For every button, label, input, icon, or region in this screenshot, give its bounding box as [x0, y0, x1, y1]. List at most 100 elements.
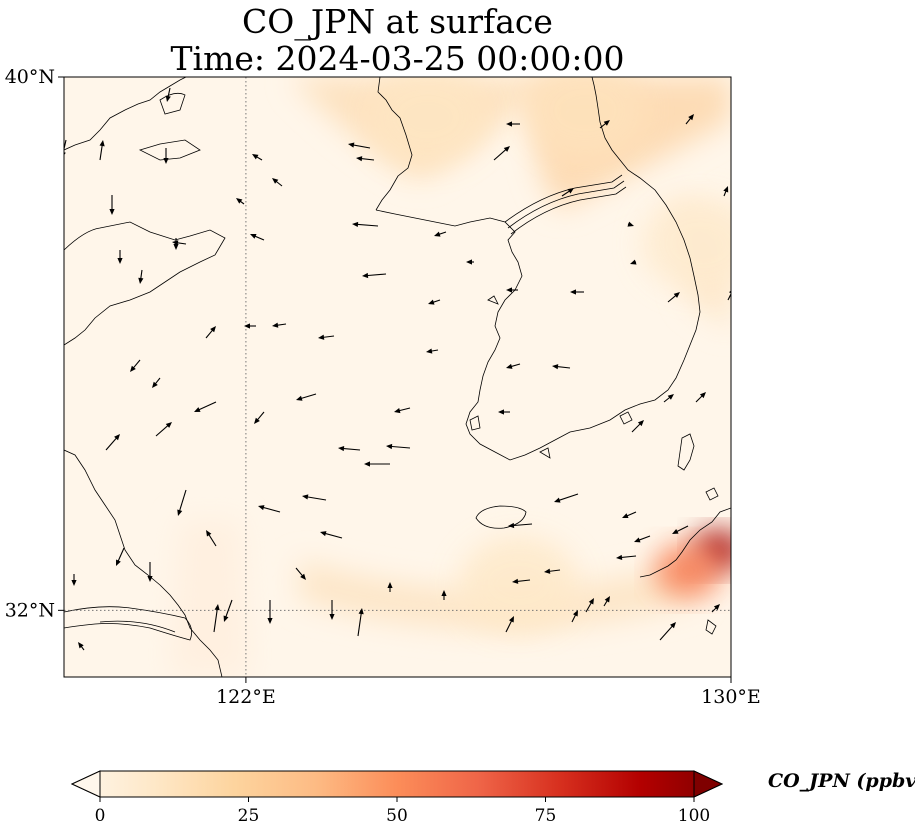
wind-arrow	[130, 359, 141, 372]
wind-arrow	[356, 156, 375, 162]
wind-arrow	[205, 326, 216, 339]
wind-arrow	[338, 445, 361, 452]
lon-tick-label: 130°E	[701, 686, 761, 708]
wind-arrow	[616, 554, 637, 560]
wind-arrow	[213, 604, 220, 633]
concentration-east-coast-band	[640, 195, 731, 292]
wind-arrow	[505, 616, 514, 633]
colorbar-title: CO_JPN (ppbv)	[768, 770, 915, 792]
wind-arrow	[250, 233, 265, 241]
wind-arrow	[302, 494, 327, 501]
wind-arrow	[552, 364, 571, 370]
wind-arrow	[659, 622, 676, 641]
map-frame	[63, 76, 732, 678]
wind-arrow	[236, 198, 245, 205]
wind-arrow	[394, 407, 411, 414]
wind-arrow	[267, 600, 273, 624]
colorbar-ticks: 0 25 50 75 100	[95, 797, 710, 826]
map-panel	[64, 77, 731, 677]
lon-tick-label: 122°E	[216, 686, 276, 708]
wind-arrow	[512, 578, 531, 584]
wind-arrow	[634, 535, 651, 543]
colorbar-tick-label: 75	[535, 806, 557, 826]
colorbar-tick-label: 100	[678, 806, 710, 826]
wind-arrow	[631, 420, 644, 433]
wind-arrow	[386, 443, 411, 450]
colorbar-max-extension	[693, 770, 724, 798]
wind-arrow	[352, 221, 379, 228]
co-hotspot-layer	[367, 77, 731, 632]
wind-arrow	[348, 142, 371, 149]
wind-arrow	[272, 322, 287, 328]
wind-arrow	[165, 87, 171, 102]
wind-arrow	[194, 401, 217, 412]
wind-arrow	[428, 299, 441, 305]
wind-arrow	[138, 269, 144, 284]
wind-arrow	[206, 530, 217, 547]
lat-tick-label: 32°N	[5, 599, 55, 621]
wind-arrow	[362, 272, 387, 279]
wind-arrow	[318, 334, 335, 340]
wind-arrow	[630, 259, 637, 265]
concentration-northeast-plume	[525, 77, 646, 159]
map-axis-ticks: 122°E 130°E 40°N 32°N	[5, 66, 761, 708]
wind-arrow	[506, 363, 521, 369]
wind-arrow	[152, 377, 161, 388]
concentration-southern-band	[458, 535, 579, 632]
colorbar-min-extension	[70, 770, 101, 798]
colorbar-tick-label: 0	[95, 806, 106, 826]
colorbar-bar	[70, 770, 724, 798]
wind-arrow	[223, 599, 233, 622]
concentration-northwest-plume	[367, 77, 488, 165]
wind-arrow	[364, 461, 390, 467]
coastlines	[64, 77, 731, 677]
wind-arrow	[506, 287, 518, 293]
wind-arrow	[571, 610, 578, 623]
colorbar: 0 25 50 75 100	[70, 770, 724, 826]
wind-arrow	[155, 422, 172, 437]
concentration-kyushu-edge	[654, 543, 723, 598]
wind-arrow	[685, 114, 694, 125]
wind-arrow	[244, 323, 256, 329]
wind-arrow	[357, 608, 364, 637]
wind-arrow	[320, 531, 343, 539]
colorbar-tick-label: 50	[386, 806, 408, 826]
map-subtitle-time: Time: 2024-03-25 00:00:00	[170, 39, 625, 78]
wind-arrow	[599, 120, 610, 129]
wind-arrow	[663, 394, 674, 403]
wind-arrow	[272, 178, 283, 187]
map-title: CO_JPN at surface	[242, 2, 553, 41]
wind-arrow	[252, 154, 263, 161]
wind-arrow	[71, 574, 77, 586]
wind-arrow	[603, 596, 610, 607]
wind-arrow	[585, 598, 594, 613]
wind-arrow	[172, 240, 187, 246]
wind-arrow	[727, 290, 731, 301]
lat-tick-label: 40°N	[5, 66, 55, 88]
wind-vectors	[64, 87, 731, 651]
wind-arrow	[554, 493, 579, 503]
wind-arrow	[329, 600, 335, 620]
wind-arrow	[627, 221, 634, 227]
wind-arrow	[506, 121, 520, 127]
wind-arrow	[711, 604, 720, 613]
wind-arrow	[695, 392, 706, 403]
wind-arrow	[254, 411, 265, 424]
wind-arrow	[116, 547, 125, 566]
wind-arrow	[667, 292, 680, 303]
gridlines	[64, 77, 731, 677]
wind-arrow	[493, 146, 510, 161]
wind-arrow	[672, 525, 689, 534]
wind-arrow	[508, 522, 533, 529]
wind-arrow	[622, 511, 637, 519]
wind-arrow	[723, 186, 729, 197]
wind-arrow	[441, 590, 447, 600]
wind-arrow	[163, 148, 169, 164]
wind-arrow	[498, 409, 510, 415]
wind-arrow	[147, 562, 153, 582]
wind-arrow	[434, 231, 447, 237]
wind-arrow	[78, 642, 85, 651]
wind-arrow	[387, 582, 393, 592]
wind-arrow	[105, 434, 120, 451]
